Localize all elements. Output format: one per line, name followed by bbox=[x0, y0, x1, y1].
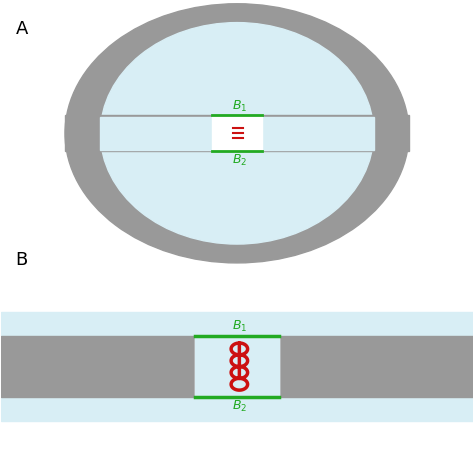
Bar bbox=[100, 117, 374, 150]
Text: $B_2$: $B_2$ bbox=[232, 399, 247, 414]
Bar bbox=[1, 336, 473, 397]
Bar bbox=[195, 337, 279, 396]
Ellipse shape bbox=[65, 4, 409, 263]
Bar bbox=[65, 116, 409, 151]
Text: $B_1$: $B_1$ bbox=[232, 99, 247, 114]
Text: B: B bbox=[16, 251, 28, 269]
Text: $B_1$: $B_1$ bbox=[232, 319, 247, 334]
Text: $B_2$: $B_2$ bbox=[232, 153, 247, 168]
Bar bbox=[195, 336, 279, 397]
Text: A: A bbox=[16, 20, 28, 38]
Ellipse shape bbox=[100, 23, 374, 244]
Bar bbox=[1, 312, 473, 421]
Bar bbox=[212, 116, 262, 151]
